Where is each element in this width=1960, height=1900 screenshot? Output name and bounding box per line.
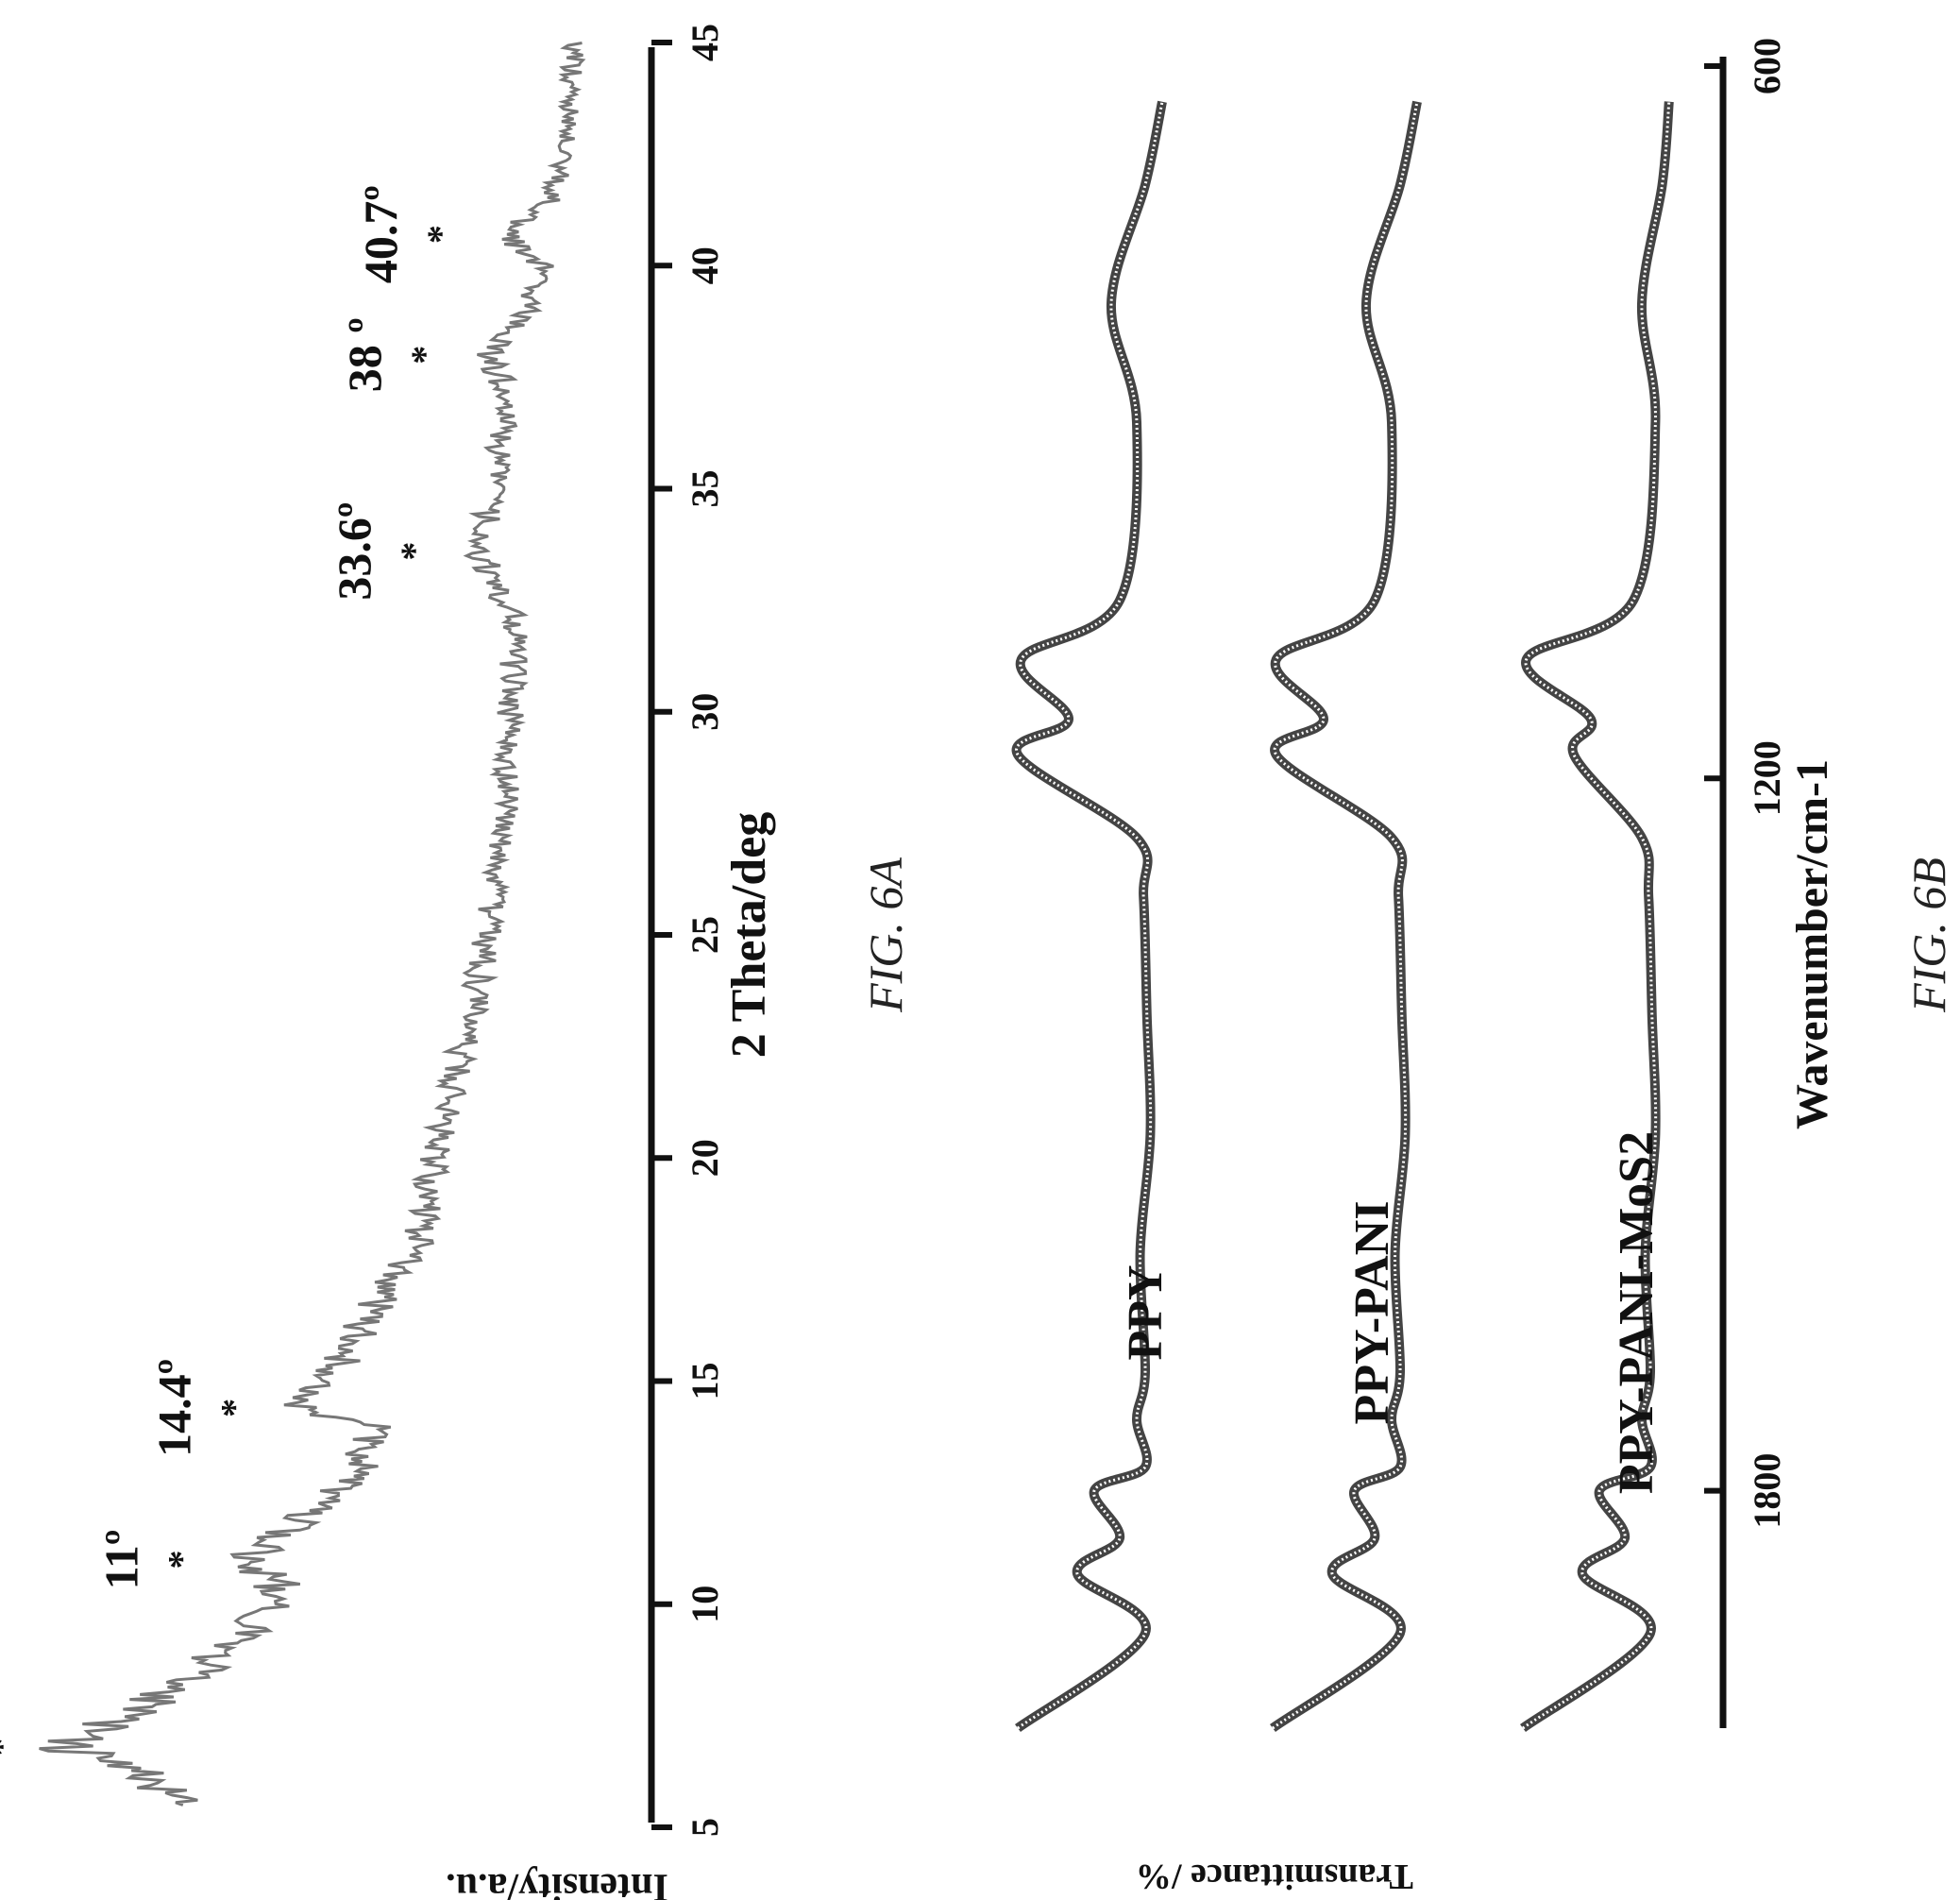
fig6a-xrd-pattern: [39, 42, 586, 1807]
fig6a-tick-label: 5: [684, 1818, 726, 1837]
fig6a-x-ticks: 5 10 15 20 25 30 35 40 45: [651, 24, 726, 1837]
fig6b-series-label: PPY: [1119, 1264, 1173, 1360]
fig6a-peak-label: 11º: [94, 1530, 147, 1590]
fig6b-y-label: Transmittance /%: [1136, 1857, 1413, 1896]
fig6b-spectrum-line-hatch: [1015, 101, 1164, 1730]
fig6b-spectrum-line-hatch: [1272, 101, 1419, 1730]
fig6b-caption: FIG. 6B: [1902, 857, 1955, 1013]
fig6b-tick-label: 1800: [1746, 1453, 1788, 1529]
fig6a-tick-label: 40: [684, 246, 726, 284]
fig6a-peak-label: 40.7º: [354, 185, 407, 283]
fig6a-tick-label: 30: [684, 693, 726, 731]
fig6a-peak-label: 14.4º: [147, 1359, 200, 1457]
fig6b-spectra: [1011, 100, 1674, 1733]
fig6b-panel: 1800 1200 600 PPY PPY-PANI PPY-PANI-MoS2 Wav…: [1011, 38, 1955, 1896]
fig6a-tick-label: 15: [684, 1363, 726, 1400]
fig6a-peak-label: 38 º: [338, 317, 391, 392]
fig6a-peak-label: 33.6º: [328, 502, 380, 601]
fig6b-spectrum-line: [1270, 100, 1422, 1733]
fig6a-tick-label: 25: [684, 916, 726, 954]
fig6b-series-label: PPY-PANI: [1345, 1201, 1399, 1425]
fig6a-y-label: Intensity/a.u.: [446, 1865, 668, 1900]
fig6a-tick-label: 45: [684, 24, 726, 61]
fig6b-tick-label: 1200: [1746, 740, 1788, 816]
fig6a-tick-label: 35: [684, 470, 726, 508]
fig6b-series-label: PPY-PANI-MoS2: [1610, 1131, 1664, 1494]
fig6a-peak-marker: *: [403, 346, 446, 365]
fig6a-tick-label: 10: [684, 1586, 726, 1623]
fig6a-peak-marker: *: [0, 1738, 23, 1756]
fig6b-tick-label: 600: [1746, 38, 1788, 94]
fig6a-peak-marker: *: [419, 225, 462, 244]
fig6a-x-label: 2 Theta/deg: [722, 812, 776, 1059]
fig6a-peak-marker: *: [160, 1551, 202, 1569]
fig6a-peak-marker: *: [212, 1399, 255, 1417]
fig6a-tick-label: 20: [684, 1139, 726, 1177]
fig6a-peak-annotations: *6.8º*11º*14.4º*33.6º*38 º*40.7º: [0, 185, 462, 1756]
fig6b-spectrum-line: [1011, 100, 1167, 1733]
fig6b-spectrum-line-hatch: [1522, 101, 1671, 1730]
fig6b-x-label: Wavenumber/cm-1: [1787, 759, 1837, 1129]
fig6b-series-labels: PPY PPY-PANI PPY-PANI-MoS2: [1119, 1131, 1664, 1494]
fig6a-caption: FIG. 6A: [859, 857, 912, 1013]
fig6b-x-ticks: 1800 1200 600: [1704, 38, 1788, 1529]
fig6a-peak-marker: *: [393, 542, 435, 561]
